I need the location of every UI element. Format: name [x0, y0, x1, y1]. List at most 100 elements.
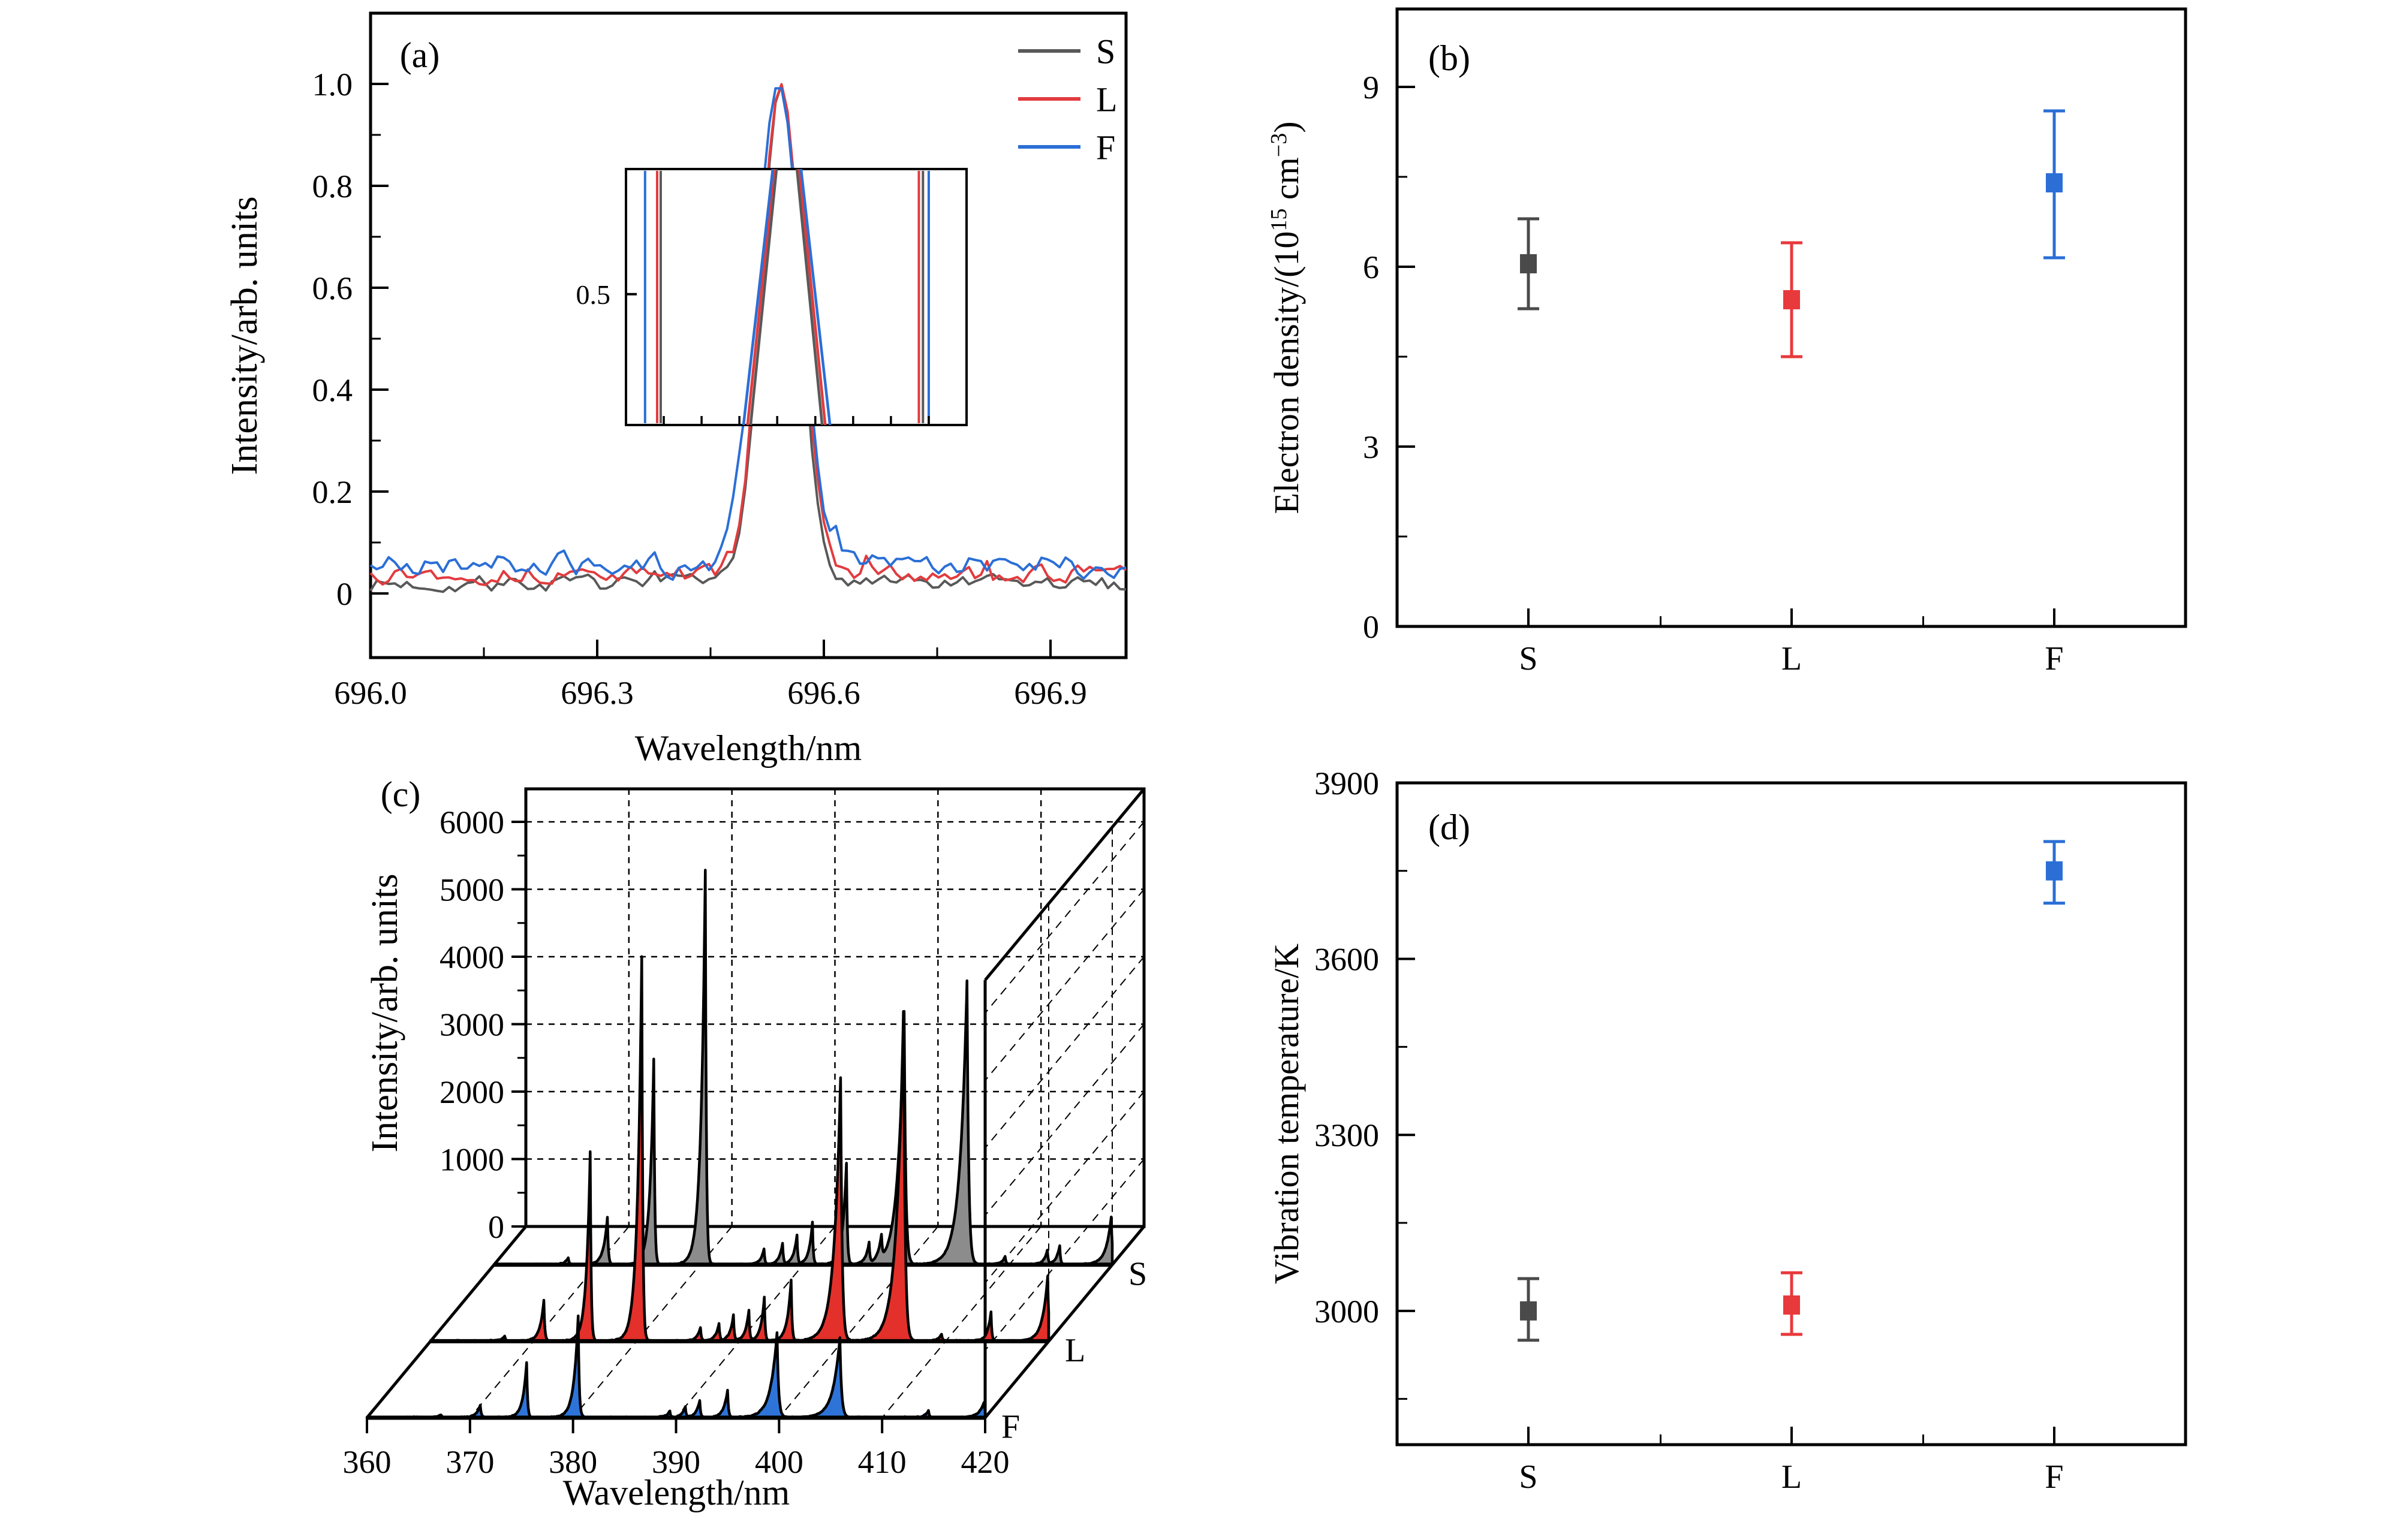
ylabel-part: Vibration temperature/K: [1267, 944, 1306, 1284]
panel-a-xtick-label: 696.0: [334, 675, 407, 711]
panel-c-ytick-label: 3000: [440, 1006, 504, 1042]
panel-d-ytick-label: 3300: [1314, 1117, 1379, 1153]
panel-b-ytick-label: 9: [1363, 70, 1379, 106]
legend-label-L: L: [1096, 80, 1117, 119]
right-wall-depth-grid: [985, 956, 1145, 1149]
panel-d-ytick-label: 3000: [1314, 1294, 1379, 1330]
panel-c-xlabel: Wavelength/nm: [563, 1473, 790, 1512]
marker-square-F: [2046, 861, 2063, 881]
panel-b-category-label: F: [2045, 640, 2063, 677]
waterfall-trace-S: [492, 869, 1114, 1267]
panel-a-ytick-label: 0.8: [312, 168, 353, 204]
panel-d-ytick-label: 3600: [1314, 942, 1379, 978]
marker-square-S: [1520, 254, 1537, 273]
panel-d-ytick-label: 3900: [1314, 765, 1379, 801]
right-wall-top-edge: [984, 788, 1145, 981]
floor-right-edge: [984, 1225, 1145, 1419]
inset-box: [625, 168, 968, 426]
panel-c-letter: (c): [381, 774, 421, 814]
marker-square-F: [2046, 173, 2063, 192]
panel-b-category-label: S: [1519, 640, 1537, 677]
inset-peak-flank-F-right: [799, 168, 832, 426]
errorbar-point-L: [1781, 241, 1802, 358]
floor-depth-grid: [572, 1226, 733, 1418]
panel-d-ylabel: Vibration temperature/K: [1267, 944, 1306, 1284]
panel-a-xtick-label: 696.9: [1014, 675, 1087, 711]
panel-c-ytick-label: 4000: [440, 939, 504, 975]
inset-peak-flank-F-left: [742, 168, 775, 426]
panel-d: 3000 3300 3600 3900 S L F (d) Vibration temperat…: [1267, 765, 2187, 1496]
panel-b-category-label: L: [1781, 640, 1802, 677]
panel-c-ytick-label: 5000: [440, 872, 504, 908]
panel-c-xtick-label: 410: [858, 1444, 907, 1480]
panel-b-ylabel: Electron density/(1015 cm−3): [1266, 121, 1306, 514]
inset-ytick-label: 0.5: [576, 279, 611, 310]
waterfall-trace-L: [429, 955, 1051, 1343]
panel-c-xtick-label: 370: [446, 1444, 494, 1480]
errorbar-point-F: [2043, 840, 2065, 905]
depth-label-L: L: [1065, 1332, 1085, 1369]
panel-a-inset: 0.5: [576, 168, 968, 426]
panel-a-xtick-label: 696.6: [787, 675, 860, 711]
panel-a: 696.0 696.3 696.6 696.9 0 0.2 0.4 0.6 0.8 1.0 Wave…: [224, 11, 1128, 768]
errorbar-point-S: [1518, 1277, 1539, 1342]
legend-item-S: S: [1018, 32, 1115, 71]
floor-left-edge: [366, 1225, 527, 1419]
ylabel-part: ): [1267, 121, 1306, 132]
panel-a-ytick-label: 0.6: [312, 270, 353, 306]
panel-d-plot-box: [1395, 781, 2187, 1446]
legend-item-L: L: [1018, 80, 1117, 119]
errorbar-point-F: [2043, 109, 2065, 260]
panel-a-xtick-label: 696.3: [561, 675, 634, 711]
marker-square-S: [1520, 1301, 1537, 1321]
depth-label-S: S: [1128, 1255, 1147, 1292]
floor-depth-grid: [675, 1226, 836, 1418]
panel-c-ytick-label: 6000: [440, 804, 504, 840]
panel-a-ytick-label: 0.2: [312, 474, 353, 510]
inset-peak-flank-S-left: [749, 168, 778, 426]
series-L-spectral-line: [369, 83, 1127, 586]
right-wall-depth-grid: [985, 1023, 1145, 1216]
panel-c: 0 1000 2000 3000 4000 5000 6000 S L F 360 370 380 390…: [343, 774, 1148, 1512]
panel-a-ytick-label: 1.0: [312, 67, 353, 103]
panel-b-ytick-label: 6: [1363, 249, 1379, 285]
legend-label-S: S: [1096, 32, 1115, 71]
marker-square-L: [1783, 1295, 1800, 1315]
panel-d-category-label: L: [1781, 1458, 1802, 1496]
panel-c-xtick-label: 360: [343, 1444, 392, 1480]
inset-peak-flank-S-right: [795, 168, 824, 426]
panel-c-xtick-label: 390: [652, 1444, 700, 1480]
floor-depth-grid: [778, 1226, 939, 1418]
panel-d-letter: (d): [1428, 807, 1470, 847]
panel-a-plot-box: [369, 11, 1128, 659]
errorbar-point-L: [1781, 1271, 1802, 1336]
errorbar-point-S: [1518, 217, 1539, 311]
right-wall-depth-grid: [985, 888, 1145, 1081]
depth-label-F: F: [1001, 1409, 1020, 1446]
right-wall-depth-grid: [985, 1091, 1145, 1283]
panel-c-xtick-label: 380: [549, 1444, 597, 1480]
right-wall-depth-grid: [985, 821, 1145, 1014]
ylabel-part: −3: [1266, 133, 1292, 157]
panel-b-ytick-label: 0: [1363, 609, 1379, 645]
panel-b: 0 3 6 9 S L F (b) Electron density/(1015 cm−3): [1266, 7, 2187, 677]
panel-a-ytick-label: 0: [336, 576, 353, 612]
ylabel-part: cm: [1267, 157, 1306, 208]
panel-c-xtick-label: 420: [961, 1444, 1010, 1480]
ylabel-part: Electron density/(10: [1267, 231, 1306, 514]
legend-item-F: F: [1018, 128, 1115, 167]
legend-label-F: F: [1096, 128, 1115, 167]
panel-b-ytick-label: 3: [1363, 429, 1379, 465]
panel-c-ylabel: Intensity/arb. units: [365, 874, 405, 1153]
ylabel-part: 15: [1266, 209, 1292, 231]
panel-a-xlabel: Wavelength/nm: [635, 728, 862, 768]
marker-square-L: [1783, 290, 1800, 309]
panel-d-category-label: S: [1519, 1458, 1537, 1496]
floor-depth-grid: [469, 1226, 630, 1418]
inset-peak-flank-L-left: [746, 168, 776, 426]
inset-peak-flank-L-right: [797, 168, 827, 426]
panel-a-ytick-label: 0.4: [312, 372, 353, 408]
panel-c-xtick-label: 400: [755, 1444, 803, 1480]
